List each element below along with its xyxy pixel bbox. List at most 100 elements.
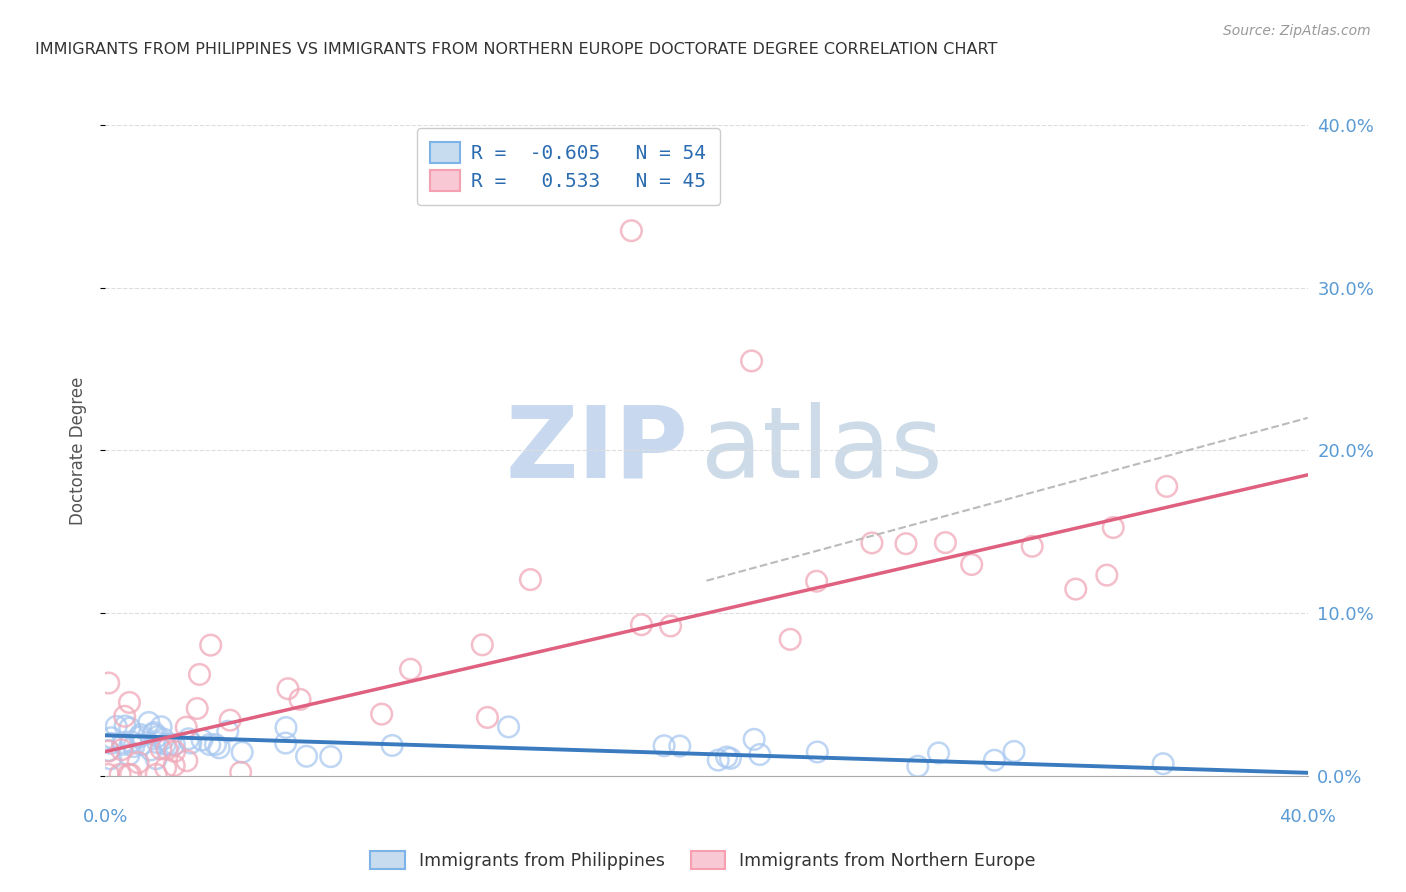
Point (716, 750, 738, 764)
Point (110, 742, 132, 756)
Point (274, 721, 297, 735)
Point (741, 354, 763, 368)
Point (177, 731, 200, 746)
Point (153, 737, 176, 751)
Text: 40.0%: 40.0% (1279, 807, 1336, 826)
Text: 0.0%: 0.0% (83, 807, 128, 826)
Point (200, 638, 222, 652)
Point (707, 753, 730, 767)
Point (111, 735, 134, 749)
Point (114, 719, 136, 733)
Point (742, 732, 765, 747)
Point (519, 573, 541, 587)
Legend: Immigrants from Philippines, Immigrants from Northern Europe: Immigrants from Philippines, Immigrants … (361, 843, 1045, 879)
Point (122, 739, 145, 754)
Legend: R =  -0.605   N = 54, R =   0.533   N = 45: R = -0.605 N = 54, R = 0.533 N = 45 (416, 128, 720, 204)
Point (97, 743, 120, 757)
Text: ZIP: ZIP (506, 402, 689, 499)
Point (1156, 479, 1178, 493)
Point (860, 536, 883, 550)
Point (1002, 744, 1025, 758)
Point (174, 720, 197, 734)
Point (157, 738, 180, 752)
Point (163, 758, 186, 772)
Point (219, 713, 242, 727)
Point (117, 767, 139, 781)
Point (198, 738, 221, 752)
Point (120, 735, 142, 749)
Point (1064, 582, 1087, 596)
Point (150, 720, 173, 734)
Point (142, 727, 165, 741)
Point (127, 756, 149, 770)
Point (659, 619, 682, 633)
Point (779, 632, 801, 647)
Point (131, 738, 153, 752)
Text: IMMIGRANTS FROM PHILIPPINES VS IMMIGRANTS FROM NORTHERN EUROPE DOCTORATE DEGREE : IMMIGRANTS FROM PHILIPPINES VS IMMIGRANT… (35, 42, 997, 56)
Point (112, 737, 135, 751)
Point (208, 740, 231, 755)
Point (1095, 568, 1118, 582)
Point (100, 752, 122, 766)
Point (498, 720, 520, 734)
Point (105, 719, 128, 733)
Point (100, 736, 122, 750)
Point (934, 535, 956, 549)
Point (806, 745, 828, 759)
Point (668, 739, 690, 753)
Point (108, 767, 131, 781)
Point (120, 767, 142, 781)
Point (277, 681, 299, 696)
Point (319, 749, 342, 764)
Point (806, 574, 828, 589)
Point (1152, 756, 1174, 771)
Point (145, 767, 167, 781)
Point (471, 638, 494, 652)
Point (652, 739, 675, 753)
Point (907, 759, 929, 773)
Point (381, 739, 404, 753)
Point (217, 724, 239, 739)
Point (186, 701, 208, 715)
Y-axis label: Doctorate Degree: Doctorate Degree (69, 376, 87, 524)
Point (188, 667, 211, 681)
Point (295, 749, 318, 764)
Point (1021, 539, 1043, 553)
Point (128, 730, 150, 744)
Point (630, 617, 652, 632)
Point (229, 765, 252, 780)
Point (274, 736, 297, 750)
Point (97, 767, 120, 781)
Point (231, 745, 253, 759)
Point (138, 715, 160, 730)
Point (204, 738, 226, 752)
Point (718, 751, 741, 765)
Point (118, 747, 141, 762)
Point (370, 707, 392, 722)
Point (97, 744, 120, 758)
Point (156, 742, 179, 756)
Point (163, 744, 186, 758)
Point (288, 692, 311, 706)
Point (191, 733, 214, 747)
Point (180, 736, 202, 750)
Point (620, 224, 643, 238)
Point (894, 536, 917, 550)
Point (129, 728, 152, 742)
Point (152, 731, 174, 746)
Point (399, 662, 422, 676)
Point (146, 730, 169, 744)
Point (100, 731, 122, 745)
Point (118, 721, 141, 735)
Point (118, 696, 141, 710)
Point (960, 558, 983, 572)
Point (176, 754, 198, 768)
Point (748, 747, 770, 762)
Point (97, 676, 120, 690)
Point (928, 746, 950, 760)
Point (146, 736, 169, 750)
Point (983, 753, 1005, 767)
Point (143, 725, 166, 739)
Point (139, 743, 162, 757)
Point (114, 709, 136, 723)
